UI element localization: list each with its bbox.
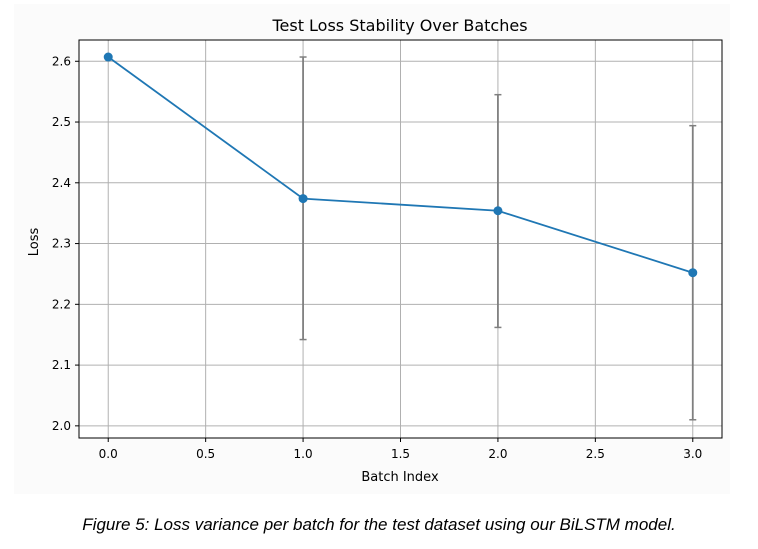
data-point <box>493 206 503 216</box>
line-chart: 0.0 0.5 1.0 1.5 2.0 2.5 3.0 2.0 2.1 2.2 2.3 2.4 2.5… <box>27 16 723 485</box>
data-point <box>298 194 308 204</box>
y-tick-label: 2.4 <box>52 176 71 190</box>
y-tick-label: 2.1 <box>52 358 71 372</box>
data-points <box>103 52 698 278</box>
y-axis-ticks: 2.0 2.1 2.2 2.3 2.4 2.5 2.6 <box>52 54 79 433</box>
figure-caption: Figure 5: Loss variance per batch for th… <box>82 515 676 534</box>
y-tick-label: 2.6 <box>52 54 71 68</box>
x-tick-label: 1.0 <box>294 447 313 461</box>
x-axis-ticks: 0.0 0.5 1.0 1.5 2.0 2.5 3.0 <box>99 438 702 461</box>
x-axis-label: Batch Index <box>361 470 439 485</box>
y-axis-label: Loss <box>27 228 42 257</box>
y-tick-label: 2.5 <box>52 115 71 129</box>
x-tick-label: 3.0 <box>683 447 702 461</box>
x-tick-label: 0.5 <box>196 447 215 461</box>
x-tick-label: 0.0 <box>99 447 118 461</box>
series-line <box>107 56 694 274</box>
x-tick-label: 1.5 <box>391 447 410 461</box>
data-point <box>688 268 698 278</box>
loss-line <box>107 56 694 274</box>
data-point <box>103 52 113 62</box>
y-tick-label: 2.3 <box>52 237 71 251</box>
x-tick-label: 2.5 <box>586 447 605 461</box>
y-tick-label: 2.0 <box>52 419 71 433</box>
x-tick-label: 2.0 <box>488 447 507 461</box>
y-tick-label: 2.2 <box>52 297 71 311</box>
chart-title: Test Loss Stability Over Batches <box>271 16 527 35</box>
